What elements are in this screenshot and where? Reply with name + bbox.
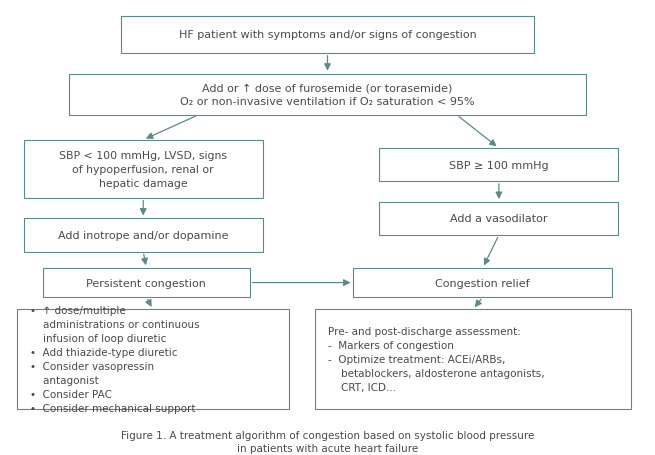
FancyBboxPatch shape xyxy=(69,74,586,116)
Text: Figure 1. A treatment algorithm of congestion based on systolic blood pressure
i: Figure 1. A treatment algorithm of conge… xyxy=(121,430,534,453)
FancyBboxPatch shape xyxy=(24,141,263,198)
Text: Add a vasodilator: Add a vasodilator xyxy=(450,214,548,224)
Text: •  ↑ dose/multiple
    administrations or continuous
    infusion of loop diuret: • ↑ dose/multiple administrations or con… xyxy=(30,305,200,413)
FancyBboxPatch shape xyxy=(379,149,618,182)
Text: SBP ≥ 100 mmHg: SBP ≥ 100 mmHg xyxy=(449,160,549,170)
Text: HF patient with symptoms and/or signs of congestion: HF patient with symptoms and/or signs of… xyxy=(179,30,476,40)
Text: Pre- and post-discharge assessment:
-  Markers of congestion
-  Optimize treatme: Pre- and post-discharge assessment: - Ma… xyxy=(328,326,544,392)
FancyBboxPatch shape xyxy=(43,268,250,298)
Text: Persistent congestion: Persistent congestion xyxy=(86,278,206,288)
FancyBboxPatch shape xyxy=(353,268,612,298)
Text: Add inotrope and/or dopamine: Add inotrope and/or dopamine xyxy=(58,231,229,240)
Text: Congestion relief: Congestion relief xyxy=(436,278,530,288)
FancyBboxPatch shape xyxy=(379,202,618,235)
FancyBboxPatch shape xyxy=(17,310,289,409)
Text: Add or ↑ dose of furosemide (or torasemide)
O₂ or non-invasive ventilation if O₂: Add or ↑ dose of furosemide (or torasemi… xyxy=(180,83,475,107)
Text: SBP < 100 mmHg, LVSD, signs
of hypoperfusion, renal or
hepatic damage: SBP < 100 mmHg, LVSD, signs of hypoperfu… xyxy=(59,151,227,188)
FancyBboxPatch shape xyxy=(121,16,534,54)
FancyBboxPatch shape xyxy=(24,219,263,252)
FancyBboxPatch shape xyxy=(314,310,631,409)
